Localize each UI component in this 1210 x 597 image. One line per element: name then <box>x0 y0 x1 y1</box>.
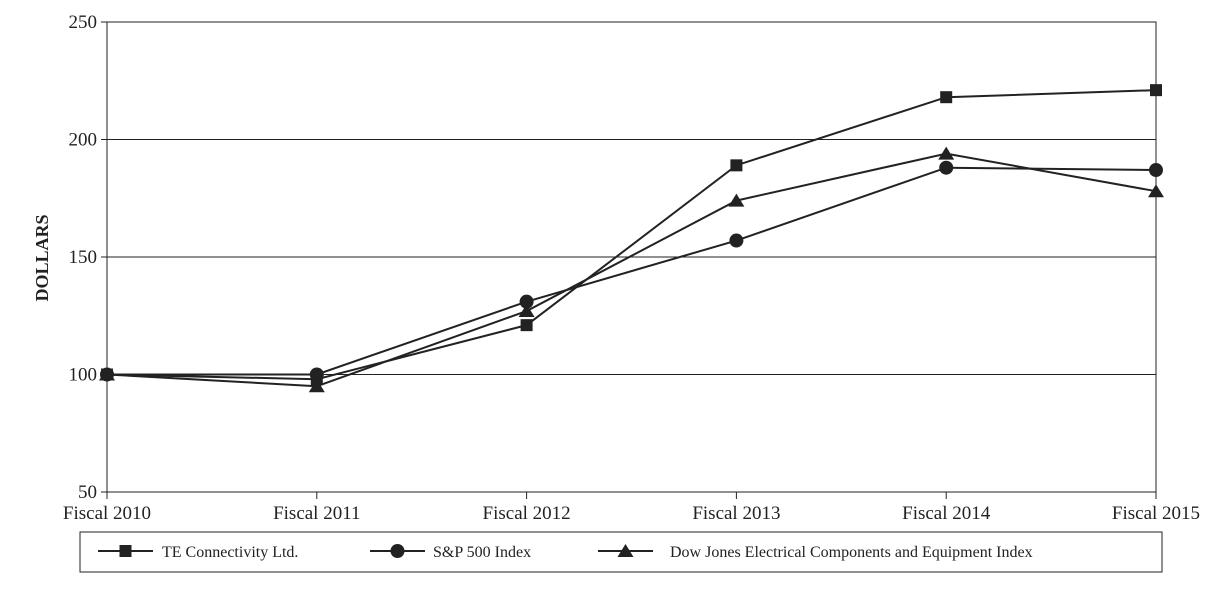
data-point <box>938 146 955 160</box>
y-tick-label: 250 <box>69 12 98 33</box>
data-point <box>99 367 115 381</box>
y-tick-label: 150 <box>69 247 98 268</box>
y-tick-label: 50 <box>78 482 97 503</box>
data-point <box>1148 184 1164 198</box>
series-line <box>107 166 1157 376</box>
x-tick-label: Fiscal 2015 <box>1112 503 1200 524</box>
x-axis: Fiscal 2010 Fiscal 2011 Fiscal 2012 Fiscal … <box>63 492 1200 524</box>
x-tick-label: Fiscal 2013 <box>692 503 780 524</box>
series-triangle <box>99 146 1164 393</box>
x-tick-label: Fiscal 2011 <box>273 503 360 524</box>
series-line <box>106 89 1157 381</box>
data-point <box>728 193 745 207</box>
legend-label: S&P 500 Index <box>433 544 531 561</box>
data-point <box>729 233 744 248</box>
x-tick-label: Fiscal 2012 <box>483 503 571 524</box>
legend-label: TE Connectivity Ltd. <box>162 544 298 561</box>
y-tick-label: 200 <box>69 130 98 151</box>
data-point <box>518 304 535 318</box>
data-point <box>520 319 533 332</box>
y-axis: 50 100 150 200 250 <box>69 12 107 503</box>
x-tick-label: Fiscal 2010 <box>63 503 151 524</box>
y-tick-label: 100 <box>69 365 98 386</box>
data-point <box>309 367 324 382</box>
series-layer <box>99 84 1164 393</box>
legend-marker <box>390 544 405 558</box>
data-point <box>1150 84 1162 97</box>
legend-box <box>79 531 1163 573</box>
legend-label: Dow Jones Electrical Components and Equi… <box>670 544 1033 561</box>
data-point <box>939 160 954 175</box>
legend: TE Connectivity Ltd. S&P 500 Index Dow Jon… <box>98 544 1033 561</box>
x-tick-label: Fiscal 2014 <box>902 503 991 524</box>
data-point <box>730 159 743 172</box>
data-point <box>519 294 534 309</box>
y-axis-title: DOLLARS <box>32 214 52 301</box>
legend-item: S&P 500 Index <box>370 544 531 561</box>
legend-item: TE Connectivity Ltd. <box>98 544 298 561</box>
legend-marker <box>617 544 634 557</box>
data-point <box>1149 163 1163 178</box>
data-point <box>308 379 325 393</box>
data-point <box>940 91 953 104</box>
series-line <box>106 152 1157 388</box>
legend-item: Dow Jones Electrical Components and Equi… <box>598 544 1033 561</box>
legend-marker <box>119 545 132 557</box>
